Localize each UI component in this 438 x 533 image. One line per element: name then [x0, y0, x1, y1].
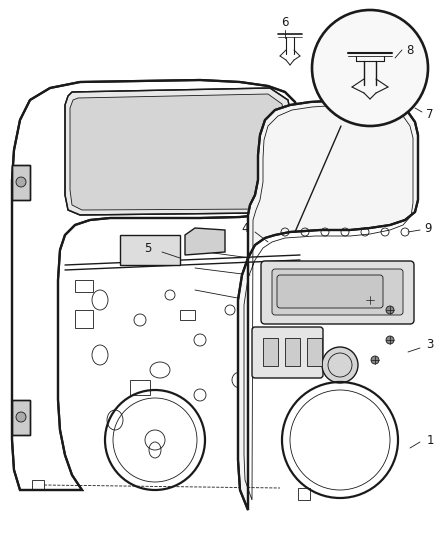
Bar	[130, 380, 150, 395]
Polygon shape	[12, 80, 302, 490]
Circle shape	[386, 306, 394, 314]
Polygon shape	[238, 100, 418, 510]
Bar	[285, 338, 300, 366]
Polygon shape	[12, 400, 30, 435]
Text: 9: 9	[424, 222, 432, 235]
Bar	[263, 338, 278, 366]
Circle shape	[16, 412, 26, 422]
Bar	[180, 310, 195, 320]
FancyBboxPatch shape	[261, 261, 414, 324]
Circle shape	[366, 296, 374, 304]
Polygon shape	[185, 228, 225, 255]
Text: 3: 3	[426, 338, 434, 351]
Bar	[298, 488, 310, 500]
Circle shape	[371, 356, 379, 364]
Text: 7: 7	[426, 109, 434, 122]
Circle shape	[386, 336, 394, 344]
Text: 8: 8	[406, 44, 413, 56]
Circle shape	[16, 177, 26, 187]
Bar	[32, 480, 44, 490]
Polygon shape	[65, 88, 292, 215]
Text: 1: 1	[426, 433, 434, 447]
Bar	[75, 280, 93, 292]
Text: 4: 4	[241, 222, 249, 235]
FancyBboxPatch shape	[277, 275, 383, 308]
Bar	[75, 310, 93, 328]
Polygon shape	[70, 94, 285, 210]
Circle shape	[322, 347, 358, 383]
Bar	[307, 338, 322, 366]
Text: 6: 6	[281, 15, 289, 28]
Text: 5: 5	[144, 241, 152, 254]
Circle shape	[312, 10, 428, 126]
Bar	[120, 235, 180, 265]
FancyBboxPatch shape	[252, 327, 323, 378]
Polygon shape	[12, 165, 30, 200]
FancyBboxPatch shape	[272, 269, 403, 315]
